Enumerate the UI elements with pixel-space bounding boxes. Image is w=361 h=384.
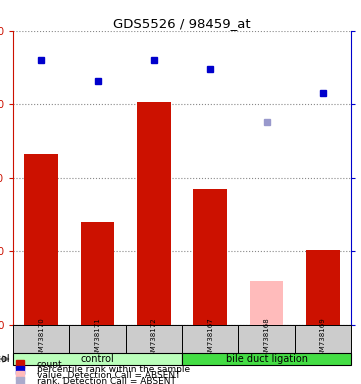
Bar [13,325,69,353]
Bar [238,325,295,353]
Text: GSM738168: GSM738168 [264,318,270,360]
Text: percentile rank within the sample: percentile rank within the sample [37,365,190,374]
Bar [193,189,227,325]
Bar [126,325,182,353]
Text: value, Detection Call = ABSENT: value, Detection Call = ABSENT [37,371,180,380]
Title: GDS5526 / 98459_at: GDS5526 / 98459_at [113,17,251,30]
Text: protocol: protocol [0,354,9,364]
Bar [182,353,351,365]
Text: GSM738169: GSM738169 [320,318,326,360]
Text: GSM738171: GSM738171 [95,318,100,360]
Text: control: control [81,354,114,364]
Text: GSM738170: GSM738170 [38,318,44,360]
Text: count: count [37,359,62,369]
Text: rank, Detection Call = ABSENT: rank, Detection Call = ABSENT [37,377,175,384]
Bar [137,103,171,325]
Bar [249,281,283,325]
Bar [81,222,114,325]
Text: GSM738167: GSM738167 [207,318,213,360]
Bar [306,250,340,325]
Text: bile duct ligation: bile duct ligation [226,354,308,364]
Bar [24,154,58,325]
Bar [295,325,351,353]
Bar [13,353,182,365]
Bar [69,325,126,353]
Bar [182,325,238,353]
Text: GSM738172: GSM738172 [151,318,157,360]
